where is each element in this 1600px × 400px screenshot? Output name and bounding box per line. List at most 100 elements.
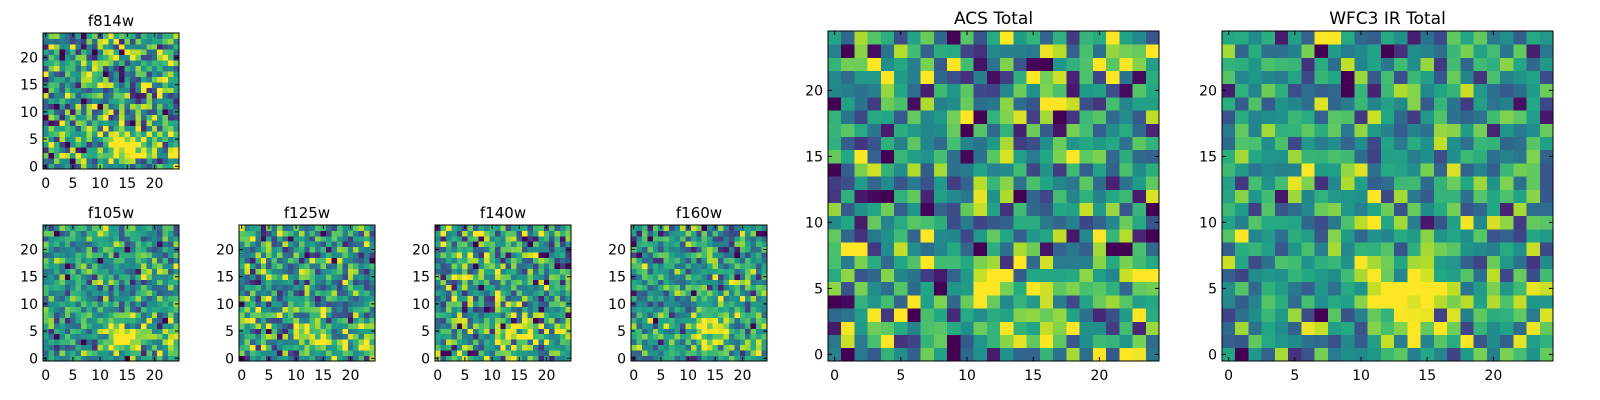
heatmap-cell	[97, 273, 104, 280]
heatmap-cell	[960, 334, 975, 349]
heatmap-cell	[320, 230, 327, 237]
heatmap-cell	[91, 49, 98, 56]
heatmap-cell	[364, 284, 370, 291]
heatmap-cell	[140, 257, 147, 264]
heatmap-cell	[97, 136, 104, 143]
heatmap-cell	[266, 246, 273, 253]
heatmap-cell	[483, 344, 490, 351]
heatmap-cell	[483, 273, 490, 280]
heatmap-cell	[168, 65, 174, 72]
heatmap-cell	[745, 241, 752, 248]
heatmap-cell	[43, 350, 49, 356]
heatmap-cell	[70, 120, 77, 126]
heatmap-cell	[907, 110, 922, 124]
heatmap-cell	[364, 333, 370, 340]
heatmap-cell	[102, 333, 109, 340]
heatmap-cell	[679, 344, 686, 351]
heatmap-cell	[320, 257, 327, 264]
heatmap-cell	[467, 322, 474, 329]
heatmap-cell	[500, 279, 507, 286]
heatmap-cell	[130, 350, 136, 356]
heatmap-cell	[336, 252, 343, 259]
heatmap-cell	[70, 60, 77, 67]
heatmap-cell	[298, 295, 305, 302]
heatmap-cell	[1539, 242, 1554, 256]
heatmap-cell	[59, 60, 66, 67]
heatmap-cell	[467, 317, 474, 324]
heatmap-cell	[255, 350, 262, 356]
heatmap-cell	[707, 328, 713, 335]
heatmap-cell	[75, 279, 82, 286]
heatmap-cell	[723, 252, 730, 259]
heatmap-cell	[652, 225, 659, 231]
heatmap-cell	[473, 273, 479, 280]
heatmap-cell	[511, 306, 517, 313]
heatmap-cell	[64, 103, 71, 110]
heatmap-cell	[86, 76, 93, 83]
heatmap-cell	[1132, 31, 1147, 45]
heatmap-cell	[674, 339, 681, 346]
heatmap-cell	[1106, 110, 1120, 124]
heatmap-cell	[712, 306, 719, 313]
heatmap-cell	[1092, 136, 1107, 151]
heatmap-cell	[108, 301, 115, 307]
heatmap-cell	[1106, 281, 1120, 296]
heatmap-cell	[91, 257, 98, 264]
heatmap-cell	[162, 60, 169, 67]
heatmap-cell	[364, 257, 370, 264]
heatmap-cell	[130, 136, 136, 143]
heatmap-cell	[1460, 97, 1474, 111]
heatmap-cell	[342, 350, 349, 356]
heatmap-cell	[130, 328, 136, 335]
heatmap-cell	[271, 273, 278, 280]
heatmap-cell	[1066, 215, 1080, 230]
heatmap-cell	[353, 306, 360, 313]
heatmap-cell	[1026, 31, 1041, 45]
heatmap-cell	[1132, 295, 1147, 309]
heatmap-cell	[146, 38, 153, 45]
heatmap-cell	[1000, 176, 1014, 190]
heatmap-cell	[1473, 163, 1488, 177]
heatmap-cell	[1235, 189, 1249, 203]
heatmap-cell	[1039, 176, 1054, 190]
heatmap-cell	[440, 328, 447, 335]
heatmap-cell	[336, 355, 343, 362]
heatmap-cell	[315, 273, 321, 280]
heatmap-cell	[1039, 163, 1054, 177]
heatmap-cell	[505, 273, 512, 280]
heatmap-cell	[456, 339, 463, 346]
heatmap-cell	[723, 328, 730, 335]
heatmap-cell	[1486, 347, 1501, 362]
heatmap-cell	[478, 235, 485, 242]
heatmap-cell	[745, 295, 752, 302]
heatmap-cell	[1486, 321, 1501, 335]
heatmap-cell	[81, 141, 87, 148]
heatmap-cell	[907, 268, 922, 283]
heatmap-cell	[679, 252, 686, 259]
heatmap-cell	[130, 263, 136, 269]
heatmap-cell	[48, 60, 55, 67]
heatmap-cell	[315, 295, 321, 302]
heatmap-cell	[1380, 163, 1395, 177]
heatmap-cell	[462, 246, 469, 253]
y-tick-label: 0	[421, 351, 430, 367]
heatmap-cell	[1486, 44, 1501, 58]
heatmap-cell	[560, 252, 566, 259]
heatmap-cell	[97, 158, 104, 164]
heatmap-cell	[549, 235, 556, 242]
heatmap-cell	[168, 301, 174, 307]
heatmap-cell	[960, 308, 975, 322]
heatmap-cell	[511, 290, 517, 297]
heatmap-cell	[135, 92, 142, 99]
heatmap-cell	[1053, 242, 1067, 256]
heatmap-cell	[1341, 347, 1355, 362]
heatmap-cell	[445, 235, 452, 242]
heatmap-cell	[986, 83, 1001, 98]
heatmap-cell	[636, 235, 643, 242]
heatmap-cell	[696, 350, 703, 356]
heatmap-cell	[64, 120, 71, 126]
heatmap-cell	[690, 295, 697, 302]
heatmap-cell	[157, 317, 164, 324]
heatmap-cell	[1235, 308, 1249, 322]
heatmap-cell	[124, 158, 131, 164]
